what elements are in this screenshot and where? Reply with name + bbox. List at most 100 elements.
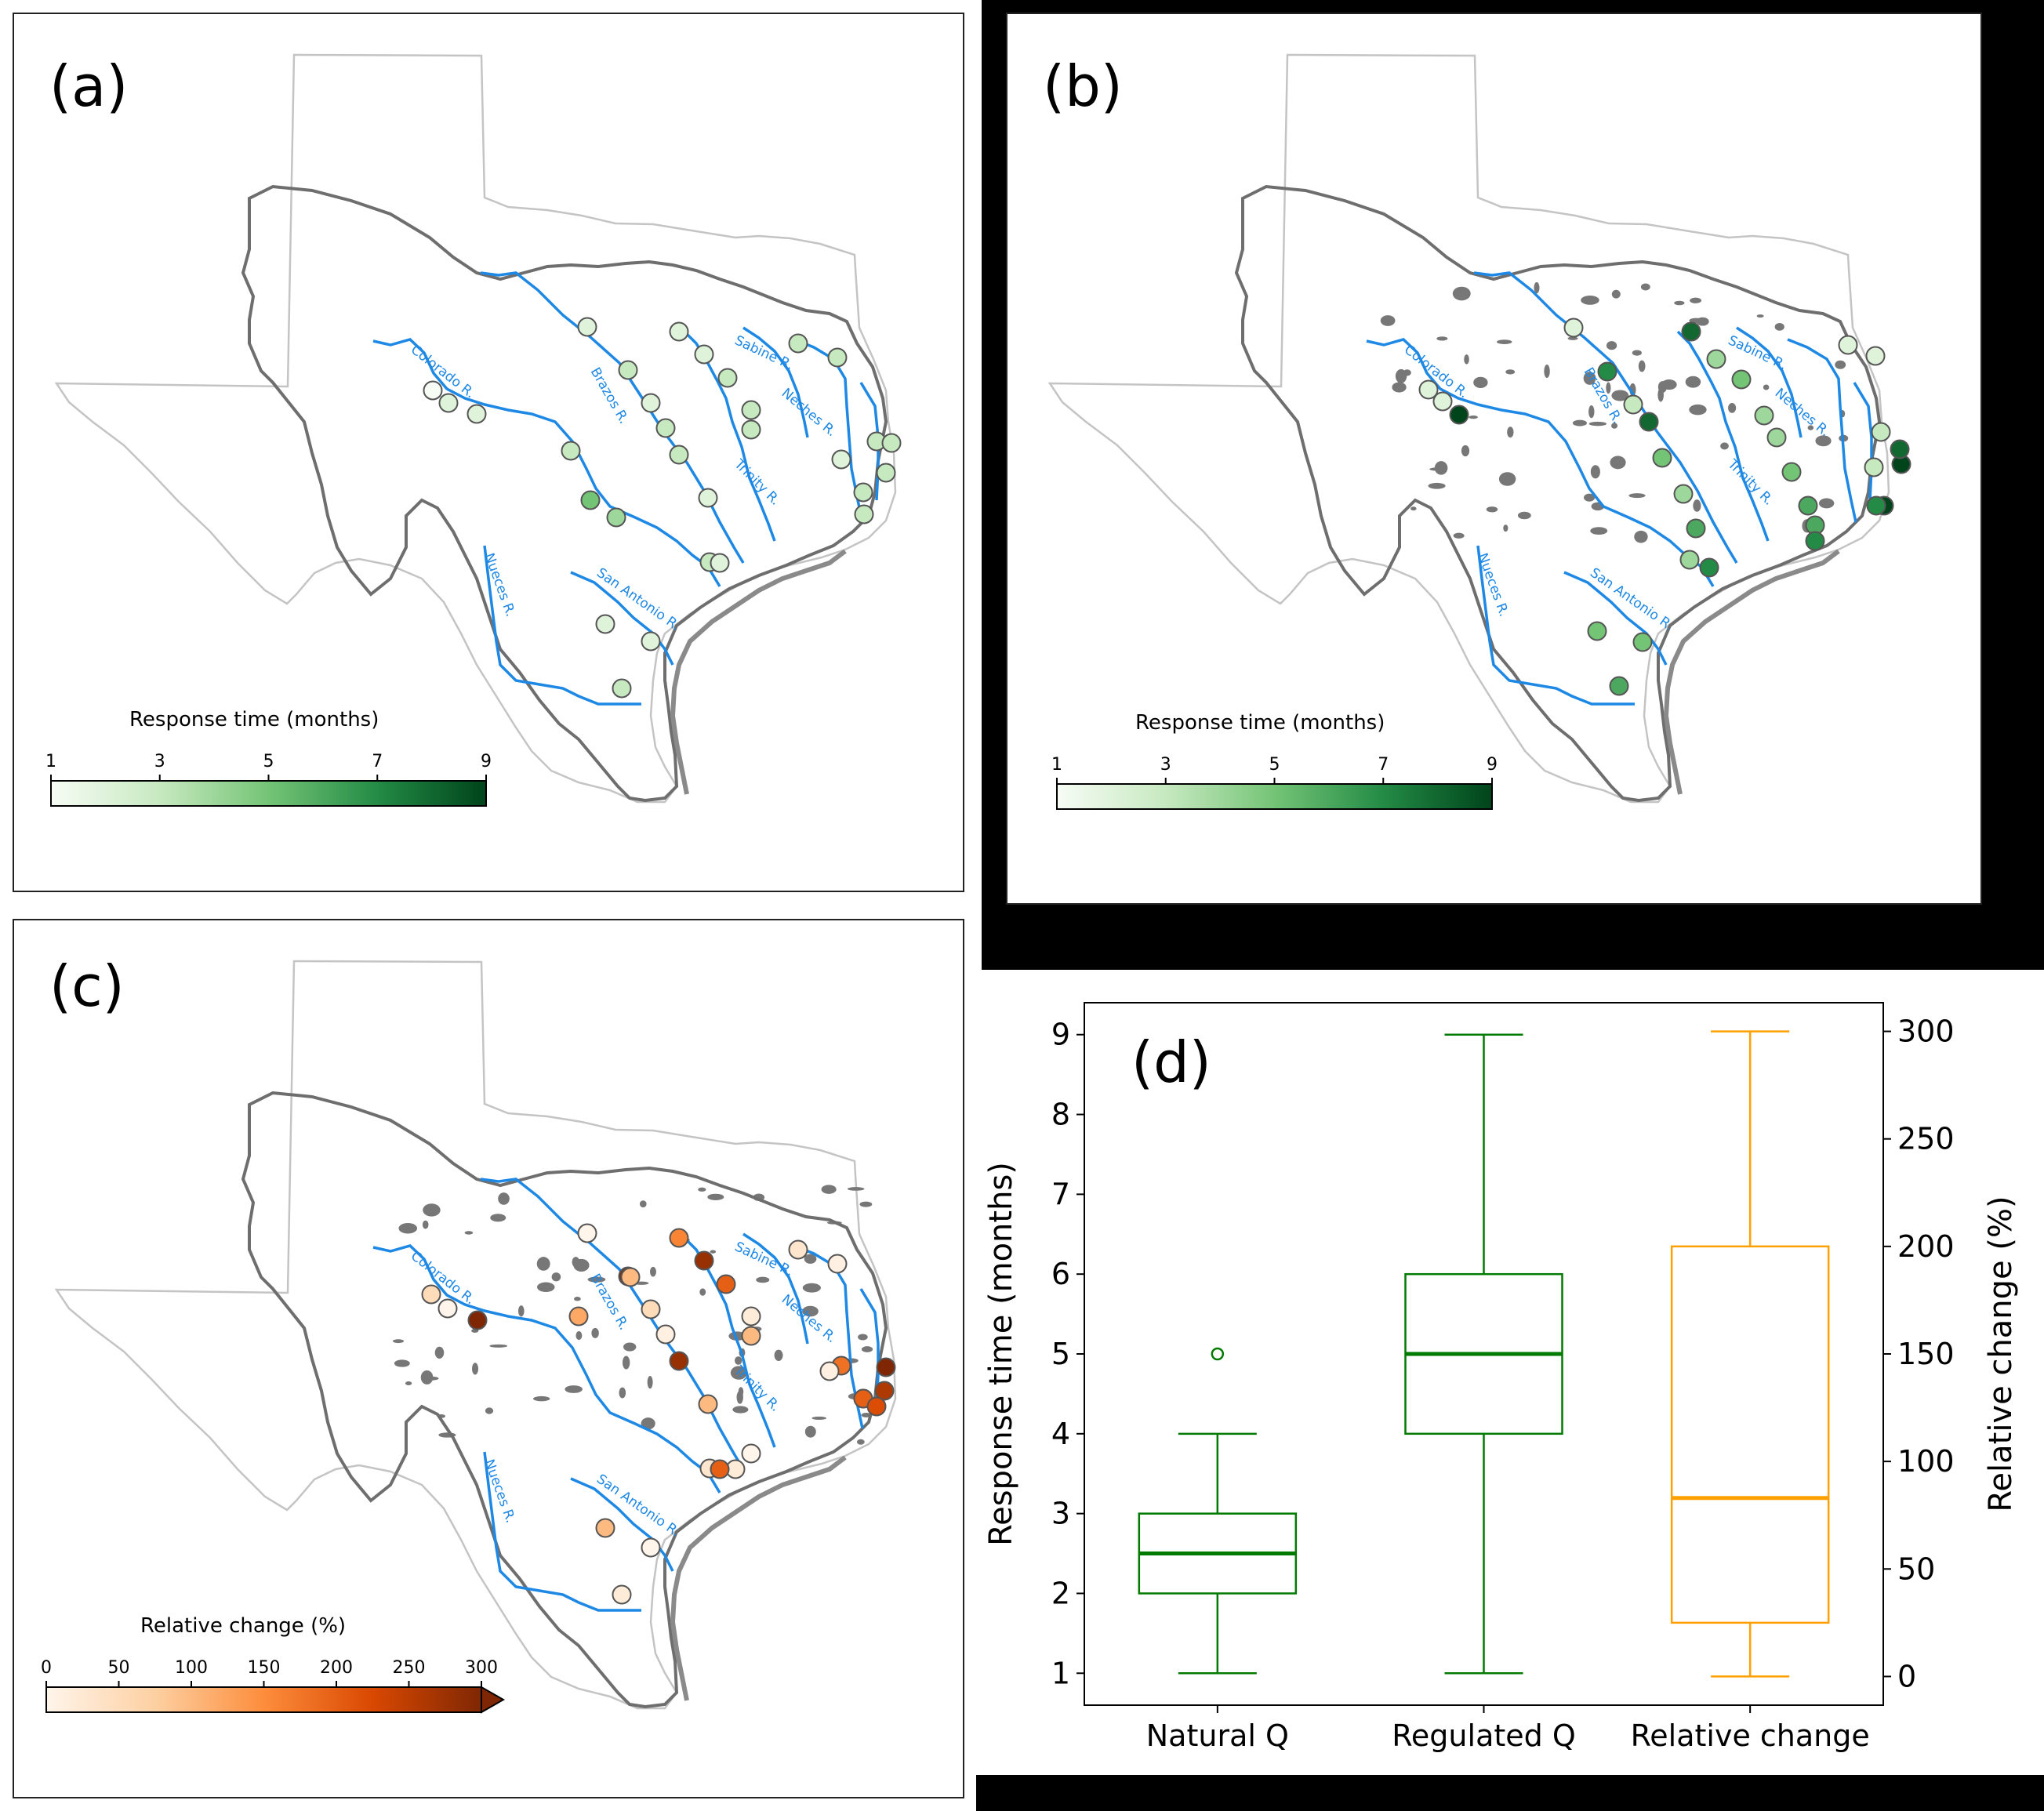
gauge-point: [881, 433, 902, 453]
reservoir: [1544, 365, 1550, 379]
river-line: [1366, 338, 1715, 587]
reservoir: [1611, 423, 1618, 429]
river-line: [683, 1236, 776, 1448]
reservoir: [804, 1254, 817, 1264]
colorbar: [1056, 783, 1493, 810]
y-tick-label: 7: [1051, 1177, 1070, 1211]
river-line: [742, 1232, 809, 1345]
reservoir: [1590, 527, 1608, 535]
y-right-tick-label: 300: [1897, 1014, 1955, 1049]
reservoir: [1534, 281, 1540, 294]
colorbar-tick-label: 5: [263, 752, 274, 771]
panel-d-label: (d): [1131, 1029, 1211, 1095]
colorbar-tick-label: 0: [41, 1658, 52, 1678]
boxplot-chart: 1 2 3 4 5 6 7 8 9 0 50 100 150 200 250 300 Response time…: [983, 1002, 2019, 1753]
reservoir: [434, 1346, 445, 1359]
box-relative-change: [1670, 1030, 1830, 1678]
reservoir: [856, 1439, 865, 1445]
gauge-point: [1449, 405, 1469, 425]
gauge-point: [641, 631, 661, 651]
river-label: Colorado R.: [408, 342, 478, 401]
reservoir: [1454, 289, 1461, 292]
basin-outline: [1234, 184, 1882, 803]
gauge-point: [655, 418, 676, 438]
river-label: Neches R.: [779, 386, 840, 441]
gauge-point: [710, 1459, 730, 1479]
reservoir: [1461, 445, 1470, 457]
panel-c-label: (c): [49, 953, 125, 1019]
gauge-point: [612, 1584, 632, 1605]
colorbar-title: Response time (months): [129, 708, 379, 731]
y-tick-label: 6: [1051, 1257, 1070, 1291]
colorbar-tick-label: 3: [1160, 755, 1171, 775]
reservoir: [1720, 442, 1729, 450]
panel-d: 1 2 3 4 5 6 7 8 9 0 50 100 150 200 250 300 Response time…: [976, 970, 2044, 1775]
y-axis-label: Response time (months): [983, 1162, 1019, 1546]
reservoir: [1638, 360, 1646, 372]
reservoir: [847, 1187, 865, 1191]
river-line: [480, 1178, 745, 1470]
reservoir: [1606, 382, 1611, 394]
colorbar-tick-label: 100: [175, 1658, 208, 1678]
reservoir: [1498, 472, 1516, 486]
gauge-point: [694, 344, 714, 365]
river-line: [483, 545, 641, 706]
reservoir: [537, 1282, 555, 1293]
gauge-point: [641, 1537, 661, 1558]
reservoir: [1486, 506, 1498, 513]
reservoir: [649, 1266, 656, 1277]
colorbar-tick-label: 5: [1269, 755, 1280, 775]
river-label: Trinity R.: [731, 456, 783, 509]
reservoir: [422, 1220, 429, 1229]
river-line: [480, 271, 745, 564]
river-line: [683, 330, 776, 542]
colorbar: [45, 1686, 482, 1713]
x-tick-label: Natural Q: [1146, 1718, 1289, 1753]
colorbar-tick-label: 200: [320, 1658, 353, 1678]
gauge-point: [1673, 484, 1694, 504]
black-frame-bottom: [976, 1775, 2044, 1811]
gauge-point: [1639, 412, 1659, 432]
coastline: [670, 1455, 847, 1701]
reservoir: [1606, 341, 1617, 350]
gauge-point: [853, 482, 873, 503]
y-tick-label: 8: [1051, 1098, 1070, 1132]
reservoir: [423, 1203, 441, 1217]
reservoir: [1661, 379, 1677, 390]
gauge-point: [1781, 462, 1802, 482]
river-label: Colorado R.: [408, 1248, 478, 1308]
reservoir: [392, 1339, 405, 1344]
state-outline: [1047, 53, 1890, 804]
colorbar-tick-label: 1: [45, 752, 56, 771]
colorbar-tick-label: 150: [248, 1658, 281, 1678]
gauge-point: [1798, 495, 1818, 516]
colorbar-tick-label: 50: [108, 1658, 130, 1678]
reservoir: [1689, 404, 1707, 416]
reservoir: [1453, 532, 1465, 539]
gauge-point: [741, 1326, 761, 1346]
river-line: [1736, 326, 1803, 438]
gauge-point: [827, 1254, 848, 1274]
gauge-point: [1866, 495, 1886, 516]
y-right-tick-label: 200: [1897, 1229, 1955, 1264]
reservoir: [732, 1406, 749, 1414]
reservoir: [1581, 296, 1599, 305]
colorbar-tick-label: 7: [372, 752, 383, 771]
reservoir: [1763, 384, 1770, 390]
gauge-point: [595, 1518, 615, 1538]
reservoir: [1473, 376, 1488, 389]
reservoir: [565, 1385, 583, 1393]
reservoir: [1728, 402, 1737, 413]
reservoir: [1756, 314, 1764, 318]
reservoir: [774, 1349, 783, 1361]
reservoir: [398, 1223, 418, 1234]
box-regulated-q: [1404, 1033, 1563, 1675]
colorbar-tick-label: 300: [465, 1658, 498, 1678]
gauge-point: [1766, 427, 1787, 448]
reservoir: [1392, 382, 1407, 393]
gauge-point: [568, 1306, 589, 1326]
gauge-point: [669, 445, 689, 465]
reservoir: [1452, 286, 1471, 301]
gauge-point: [1731, 369, 1752, 390]
gauge-point: [788, 333, 808, 354]
